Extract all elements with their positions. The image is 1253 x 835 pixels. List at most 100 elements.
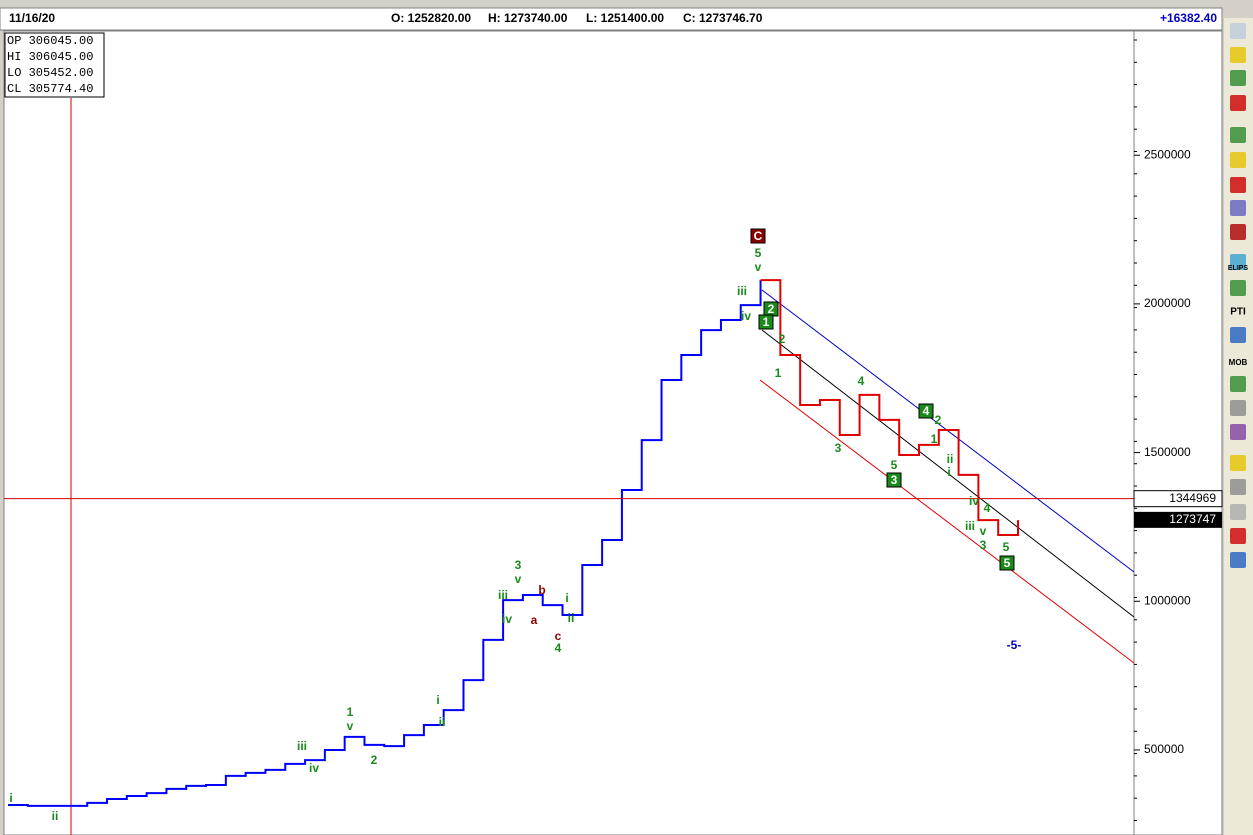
change: +16382.40: [1160, 11, 1217, 25]
wave-label: 2: [371, 753, 378, 767]
wave-label-box: [750, 228, 766, 244]
wave-label: C: [754, 229, 763, 243]
wave-label: i: [9, 791, 12, 805]
wave-label: 1: [931, 432, 938, 446]
wave-label: 3: [980, 538, 987, 552]
wave-label: 3: [891, 473, 898, 487]
tool-icon: [1230, 177, 1246, 193]
wave-label: 4: [923, 404, 930, 418]
wave-label: iii: [965, 519, 975, 533]
tool-icon: [1230, 224, 1246, 240]
high: H: 1273740.00: [488, 11, 568, 25]
wave-label-box: [758, 314, 774, 330]
tool-icon: [1230, 95, 1246, 111]
toolbar-icons: PTI MOB ELIPS: [1228, 23, 1249, 568]
tool-icon: [1230, 455, 1246, 471]
wave-label: 3: [835, 441, 842, 455]
tool-icon: [1230, 23, 1246, 39]
y-tick-label: 500000: [1144, 742, 1184, 756]
wave-label: 2: [768, 302, 775, 316]
date: 11/16/20: [9, 11, 55, 25]
cursor-price-box: [1133, 490, 1223, 508]
tool-label: ELIPS: [1228, 265, 1249, 272]
wave-label: -5-: [1007, 638, 1022, 652]
y-tick-label: 1000000: [1144, 593, 1191, 607]
wave-label: ii: [52, 809, 59, 823]
channel-lower: [759, 379, 1135, 664]
wave-label-box: [886, 472, 902, 488]
wave-label-box: [999, 555, 1015, 571]
wave-label: iii: [737, 284, 747, 298]
wave-label: 1: [347, 705, 354, 719]
wave-label: iii: [498, 588, 508, 602]
wave-label: i: [436, 693, 439, 707]
price-line: [8, 280, 762, 807]
tool-icon: [1230, 127, 1246, 143]
wave-label: v: [755, 260, 762, 274]
low: L: 1251400.00: [586, 11, 664, 25]
tool-icon: [1230, 254, 1246, 270]
wave-label: iv: [309, 761, 319, 775]
wave-label: 2: [779, 332, 786, 346]
wave-label: ii: [439, 715, 446, 729]
header-bar: [0, 7, 1223, 31]
wave-label: 4: [555, 641, 562, 655]
info-line: LO 305452.00: [7, 66, 93, 80]
wave-label: c: [555, 629, 562, 643]
tool-label: PTI: [1230, 307, 1246, 318]
channel-middle: [761, 329, 1135, 618]
tool-icon: [1230, 376, 1246, 392]
tool-icon: [1230, 327, 1246, 343]
channel-upper: [761, 289, 1135, 573]
tool-icon: [1230, 200, 1246, 216]
wave-label: 1: [775, 366, 782, 380]
wave-label-box: [918, 403, 934, 419]
y-tick-label: 2000000: [1144, 296, 1191, 310]
wave-label: 4: [984, 501, 991, 515]
last-price-box: [1134, 511, 1222, 528]
tool-icon: [1230, 479, 1246, 495]
wave-label: b: [538, 583, 545, 597]
wave-label: 1: [763, 315, 770, 329]
wave-label: iv: [969, 494, 979, 508]
info-line: CL 305774.40: [7, 82, 93, 96]
wave-label: iv: [741, 309, 751, 323]
wave-label: a: [531, 613, 538, 627]
last-price-label: 1273747: [1169, 512, 1216, 526]
y-tick-label: 1500000: [1144, 445, 1191, 459]
tool-icon: [1230, 152, 1246, 168]
cursor-price-label: 1344969: [1169, 491, 1216, 505]
wave-label: ii: [568, 611, 575, 625]
tool-icon: [1230, 280, 1246, 296]
wave-label: 4: [858, 374, 865, 388]
plot-area: [3, 30, 1135, 835]
price-line: [760, 279, 1019, 536]
wave-label: i: [947, 465, 950, 479]
tool-icon: [1230, 528, 1246, 544]
tool-icon: [1230, 47, 1246, 63]
tool-icon: [1230, 400, 1246, 416]
wave-label: 3: [515, 558, 522, 572]
tool-icon: [1230, 424, 1246, 440]
wave-label: 2: [935, 413, 942, 427]
wave-label: 5: [755, 246, 762, 260]
wave-label: iv: [502, 612, 512, 626]
top-strip: [0, 0, 1253, 8]
price-axis: [1133, 30, 1223, 835]
wave-label: i: [565, 591, 568, 605]
tool-label: MOB: [1229, 358, 1248, 367]
close: C: 1273746.70: [683, 11, 763, 25]
wave-label: 5: [891, 458, 898, 472]
wave-label: 5: [1004, 556, 1011, 570]
wave-label: v: [347, 719, 354, 733]
wave-label: v: [515, 572, 522, 586]
tool-icon: [1230, 70, 1246, 86]
wave-label: ii: [947, 452, 954, 466]
info-line: HI 306045.00: [7, 50, 93, 64]
tool-icon: [1230, 552, 1246, 568]
wave-label: v: [980, 524, 987, 538]
tool-icon: [1230, 504, 1246, 520]
info-box: [4, 32, 105, 98]
